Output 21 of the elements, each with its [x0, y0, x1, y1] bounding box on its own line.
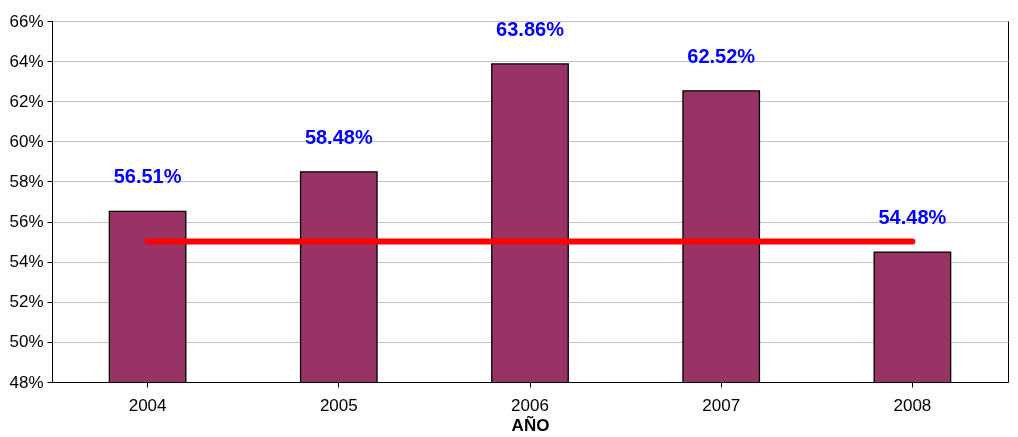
data-label: 56.51% — [113, 165, 182, 188]
x-tick-label: 2007 — [702, 395, 741, 415]
y-tick-label: 66% — [9, 11, 44, 31]
x-axis-title: AÑO — [511, 414, 550, 435]
y-tick-label: 52% — [9, 292, 44, 312]
y-tick-label: 64% — [9, 51, 44, 71]
y-tick-label: 58% — [9, 171, 44, 191]
x-tick-label: 2005 — [319, 395, 358, 415]
data-label: 62.52% — [687, 44, 756, 67]
y-tick-label: 54% — [9, 252, 44, 272]
data-label: 54.48% — [878, 206, 947, 229]
x-tick-label: 2008 — [893, 395, 932, 415]
y-tick-label: 62% — [9, 91, 44, 111]
y-tick-label: 60% — [9, 131, 44, 151]
y-tick-label: 50% — [9, 332, 44, 352]
x-tick-label: 2006 — [511, 395, 549, 415]
y-tick-label: 56% — [9, 212, 44, 232]
x-tick-label: 2004 — [128, 395, 167, 415]
data-label: 58.48% — [304, 125, 373, 148]
y-tick-label: 48% — [9, 372, 44, 392]
data-label: 63.86% — [496, 17, 565, 40]
